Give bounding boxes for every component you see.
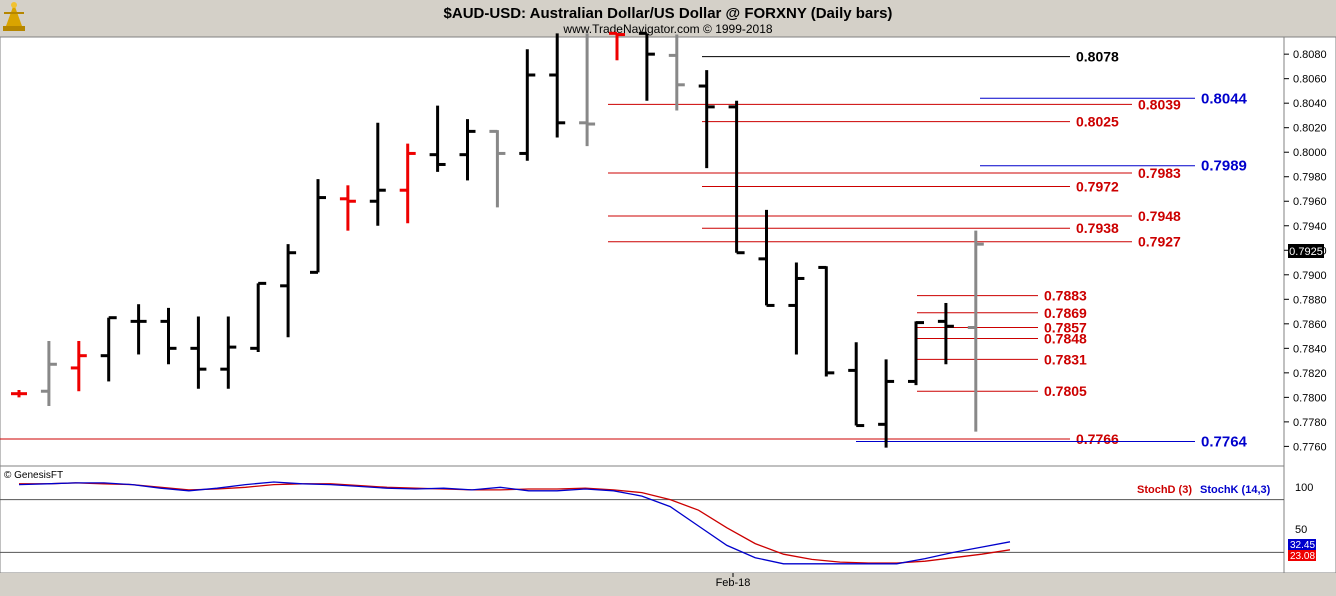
ohlc-bar	[220, 316, 237, 389]
ohlc-bar	[11, 390, 27, 398]
level-label: 0.7764	[1201, 433, 1248, 450]
chart-subtitle: www.TradeNavigator.com © 1999-2018	[562, 22, 772, 36]
price-pane	[0, 36, 1285, 467]
price-tick-label: 0.7980	[1293, 172, 1327, 184]
level-label: 0.7831	[1044, 351, 1087, 367]
x-tick-label-feb-18: Feb-18	[716, 577, 751, 589]
header-bar	[0, 0, 1336, 40]
price-tick-label: 0.7860	[1293, 319, 1327, 331]
level-label: 0.7927	[1138, 234, 1181, 250]
level-label: 0.7938	[1076, 220, 1119, 236]
ohlc-bar	[519, 49, 536, 161]
stoch-tick-50: 50	[1295, 524, 1307, 536]
golden-scale-logo	[3, 2, 25, 31]
level-label: 0.7983	[1138, 165, 1181, 181]
price-tick-label: 0.7940	[1293, 221, 1327, 233]
level-label: 0.7848	[1044, 331, 1087, 347]
ohlc-bar	[788, 262, 805, 355]
stochk-legend: StochK (14,3)	[1200, 484, 1271, 496]
ohlc-bar	[70, 340, 87, 392]
ohlc-bar	[549, 33, 566, 138]
price-tick-label: 0.8060	[1293, 74, 1327, 86]
stochk-last-badge	[1288, 539, 1316, 550]
ohlc-bar	[489, 129, 506, 208]
level-label: 0.8039	[1138, 96, 1181, 112]
ohlc-bar	[638, 31, 655, 101]
ohlc-bar	[100, 316, 117, 382]
price-tick-label: 0.8040	[1293, 98, 1327, 110]
stoch-tick-100: 100	[1295, 482, 1313, 494]
ohlc-bar	[459, 119, 476, 181]
price-tick-label: 0.7780	[1293, 417, 1327, 429]
copyright-label: © GenesisFT	[4, 470, 63, 481]
level-label: 0.7989	[1201, 158, 1247, 175]
ohlc-bar	[40, 340, 57, 406]
price-tick-label: 0.7880	[1293, 294, 1327, 306]
ohlc-bar	[190, 316, 207, 389]
ohlc-bar	[250, 281, 267, 353]
level-label: 0.7857	[1044, 319, 1087, 335]
ohlc-bar	[310, 179, 326, 274]
ohlc-bar	[609, 31, 625, 61]
ohlc-bar	[280, 244, 297, 338]
stochastic-pane	[0, 465, 1285, 574]
last-price-badge	[1288, 244, 1324, 258]
level-label: 0.7805	[1044, 383, 1087, 399]
ohlc-bar	[848, 342, 865, 428]
ohlc-bar	[908, 321, 924, 386]
stochk-line	[18, 481, 1011, 565]
level-label: 0.7766	[1076, 431, 1119, 447]
price-tick-label: 0.8020	[1293, 123, 1327, 135]
stochd-last-label: 23.08	[1290, 551, 1315, 562]
ohlc-bar	[878, 359, 895, 448]
level-label: 0.7972	[1076, 179, 1119, 195]
level-label: 0.8025	[1076, 114, 1119, 130]
ohlc-bar	[130, 304, 147, 355]
ohlc-bar	[668, 34, 685, 111]
ohlc-bar	[369, 122, 386, 226]
price-axis	[1283, 36, 1336, 574]
price-tick-label: 0.7840	[1293, 343, 1327, 355]
ohlc-bar	[339, 185, 356, 231]
ohlc-bar	[698, 70, 715, 169]
ohlc-bar	[579, 33, 596, 147]
level-label: 0.8078	[1076, 49, 1119, 65]
last-price-label: 0.7925	[1289, 246, 1323, 258]
ohlc-bar	[758, 209, 775, 307]
chart-title: $AUD-USD: Australian Dollar/US Dollar @ …	[444, 5, 893, 22]
price-tick-label: 0.7820	[1293, 368, 1327, 380]
price-tick-label: 0.8000	[1293, 147, 1327, 159]
ohlc-bar	[728, 100, 745, 255]
price-tick-label: 0.7960	[1293, 196, 1327, 208]
ohlc-bar	[160, 307, 177, 365]
level-label: 0.7948	[1138, 208, 1181, 224]
level-label: 0.7869	[1044, 305, 1087, 321]
stochd-last-badge	[1288, 550, 1316, 561]
price-tick-label: 0.7900	[1293, 270, 1327, 282]
ohlc-bar	[399, 143, 416, 224]
time-axis	[0, 573, 1336, 591]
stochd-legend: StochD (3)	[1137, 484, 1192, 496]
price-tick-label: 0.8080	[1293, 49, 1327, 61]
price-tick-label: 0.7800	[1293, 392, 1327, 404]
ohlc-bar	[818, 265, 835, 377]
ohlc-bar	[937, 302, 954, 365]
stochk-last-label: 32.45	[1290, 540, 1315, 551]
ohlc-bar	[429, 105, 446, 172]
ohlc-bar	[967, 230, 984, 432]
price-tick-label: 0.7760	[1293, 441, 1327, 453]
level-label: 0.7883	[1044, 288, 1087, 304]
level-label: 0.8044	[1201, 90, 1248, 107]
